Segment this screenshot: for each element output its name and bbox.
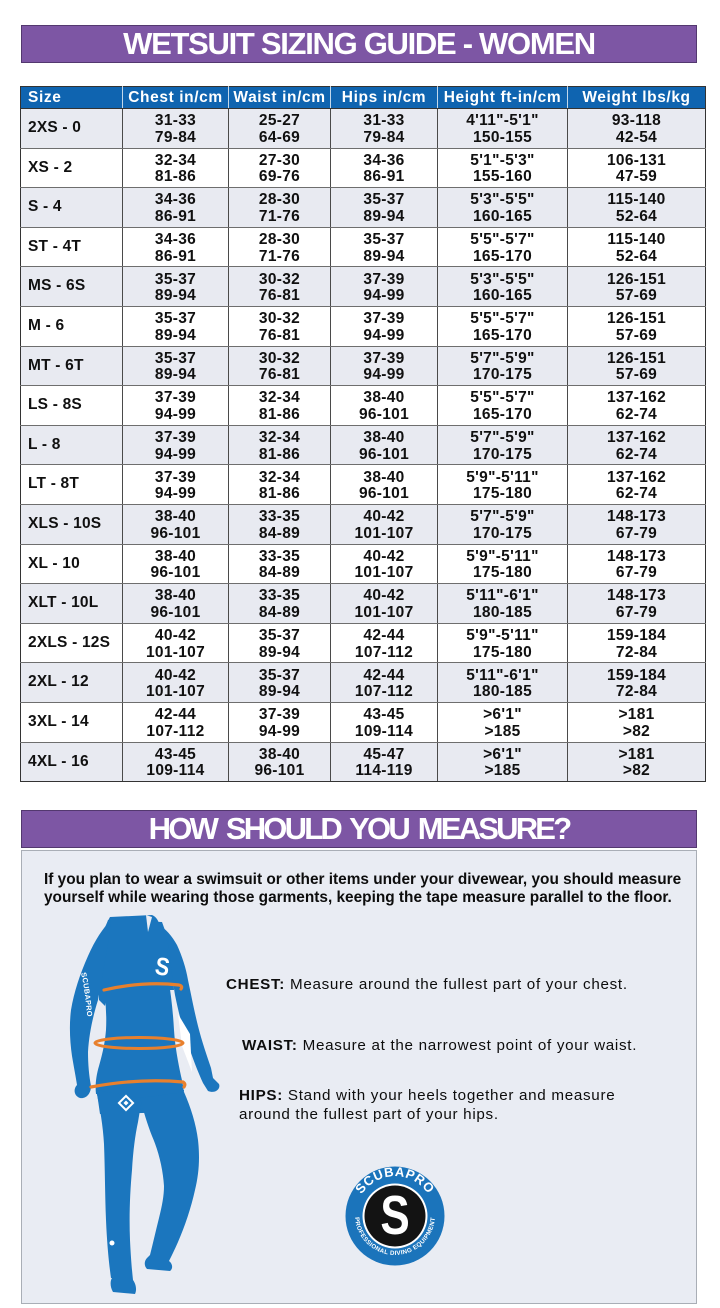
svg-text:S: S: [153, 951, 172, 981]
svg-text:S: S: [380, 1184, 409, 1246]
